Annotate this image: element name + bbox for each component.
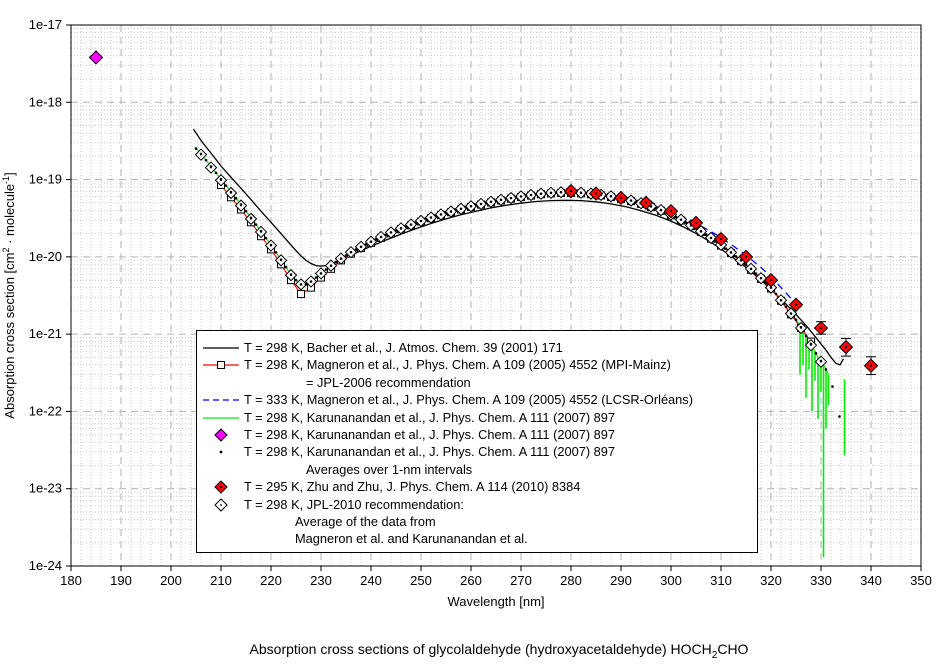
- x-axis-title: Wavelength [nm]: [447, 594, 544, 609]
- plot-frame: [70, 24, 922, 567]
- legend-swatch: [202, 479, 240, 495]
- legend-row-3: T = 333 K, Magneron et al., J. Phys. Che…: [197, 391, 757, 408]
- legend-row-8: T = 298 K, JPL-2010 recommendation:: [197, 496, 757, 513]
- x-tick-label: 220: [260, 573, 282, 588]
- y-axis-title: Absorption cross section [cm2 · molecule…: [1, 172, 17, 418]
- legend-row-6: T = 298 K, Karunanandan et al., J. Phys.…: [197, 443, 757, 460]
- axes: 180 190 200 210 220 230 240 250 260 270 280 290 300 3…: [1, 17, 932, 609]
- x-tick-label: 260: [460, 573, 482, 588]
- legend-label: T = 298 K, Karunanandan et al., J. Phys.…: [244, 409, 615, 425]
- legend-swatch: [202, 427, 240, 443]
- legend-label: T = 298 K, Magneron et al., J. Phys. Che…: [244, 357, 671, 373]
- y-tick-label: 1e-18: [29, 94, 62, 109]
- legend-swatch: [202, 410, 240, 426]
- y-tick-label: 1e-17: [29, 17, 62, 32]
- legend-label: T = 333 K, Magneron et al., J. Phys. Che…: [244, 392, 693, 408]
- legend-label: T = 298 K, Karunanandan et al., J. Phys.…: [244, 444, 615, 460]
- x-tick-label: 210: [210, 573, 232, 588]
- x-tick-label: 290: [610, 573, 632, 588]
- x-tick-label: 320: [760, 573, 782, 588]
- y-tick-label: 1e-22: [29, 403, 62, 418]
- legend-row-2-continuation: = JPL-2006 recommendation: [197, 374, 757, 391]
- caption-text-end: CHO: [717, 641, 749, 657]
- series-zhu: [563, 183, 879, 376]
- x-tick-label: 330: [810, 573, 832, 588]
- legend-label: Magneron et al. and Karunanandan et al.: [295, 531, 528, 547]
- figure-caption: Absorption cross sections of glycolaldeh…: [71, 641, 927, 661]
- legend-swatch: [202, 497, 240, 513]
- legend-label: T = 298 K, Karunanandan et al., J. Phys.…: [244, 427, 615, 443]
- x-tick-label: 350: [910, 573, 932, 588]
- legend-marker-dash-blue: [203, 399, 239, 401]
- legend-label: Average of the data from: [295, 514, 436, 530]
- legend-marker-diamond-red-dot: [214, 480, 228, 494]
- legend-swatch: [202, 357, 240, 373]
- x-tick-label: 180: [60, 573, 82, 588]
- y-tick-label: 1e-20: [29, 249, 62, 264]
- legend-marker-line-red-square: [203, 361, 239, 370]
- legend-row-7: T = 295 K, Zhu and Zhu, J. Phys. Chem. A…: [197, 478, 757, 495]
- legend-label: T = 298 K, Bacher et al., J. Atmos. Chem…: [244, 340, 563, 355]
- legend-row-4: T = 298 K, Karunanandan et al., J. Phys.…: [197, 409, 757, 426]
- x-tick-label: 240: [360, 573, 382, 588]
- legend-label: T = 295 K, Zhu and Zhu, J. Phys. Chem. A…: [244, 479, 581, 495]
- y-tick-label: 1e-23: [29, 481, 62, 496]
- legend-row-6-continuation: Averages over 1-nm intervals: [197, 461, 757, 478]
- x-tick-label: 270: [510, 573, 532, 588]
- caption-text: Absorption cross sections of glycolaldeh…: [249, 641, 712, 657]
- legend-marker-line-black: [203, 347, 239, 349]
- legend-label: Averages over 1-nm intervals: [306, 461, 473, 477]
- x-tick-label: 200: [160, 573, 182, 588]
- y-tick-label: 1e-21: [29, 326, 62, 341]
- legend-row-8-continuation: Average of the data from: [197, 513, 757, 530]
- series-magneron298: [217, 181, 815, 346]
- x-tick-label: 250: [410, 573, 432, 588]
- x-tick-label: 230: [310, 573, 332, 588]
- legend-swatch: [202, 444, 240, 460]
- y-tick-label: 1e-19: [29, 172, 62, 187]
- caption-subscript: 2: [711, 649, 718, 661]
- x-tick-label: 190: [110, 573, 132, 588]
- x-tick-label: 310: [710, 573, 732, 588]
- legend-marker-line-green: [203, 416, 239, 419]
- y-tick-label: 1e-24: [29, 558, 62, 573]
- legend-marker-diamond-open-dot: [214, 497, 228, 512]
- x-tick-label: 340: [860, 573, 882, 588]
- legend-row-2: T = 298 K, Magneron et al., J. Phys. Che…: [197, 356, 757, 373]
- legend-swatch: [202, 392, 240, 408]
- legend-row-8-continuation: Magneron et al. and Karunanandan et al.: [197, 530, 757, 547]
- legend-row-5: T = 298 K, Karunanandan et al., J. Phys.…: [197, 426, 757, 443]
- legend-label: = JPL-2006 recommendation: [306, 374, 471, 390]
- chart-legend: T = 298 K, Bacher et al., J. Atmos. Chem…: [196, 330, 758, 553]
- series-karunanandan_diamond: [88, 50, 104, 65]
- legend-marker-dot-black: [219, 451, 223, 454]
- x-tick-label: 300: [660, 573, 682, 588]
- legend-swatch: [202, 340, 240, 356]
- legend-row-1: T = 298 K, Bacher et al., J. Atmos. Chem…: [197, 339, 757, 356]
- legend-marker-diamond-magenta: [214, 428, 228, 442]
- legend-label: T = 298 K, JPL-2010 recommendation:: [244, 496, 464, 512]
- x-tick-label: 280: [560, 573, 582, 588]
